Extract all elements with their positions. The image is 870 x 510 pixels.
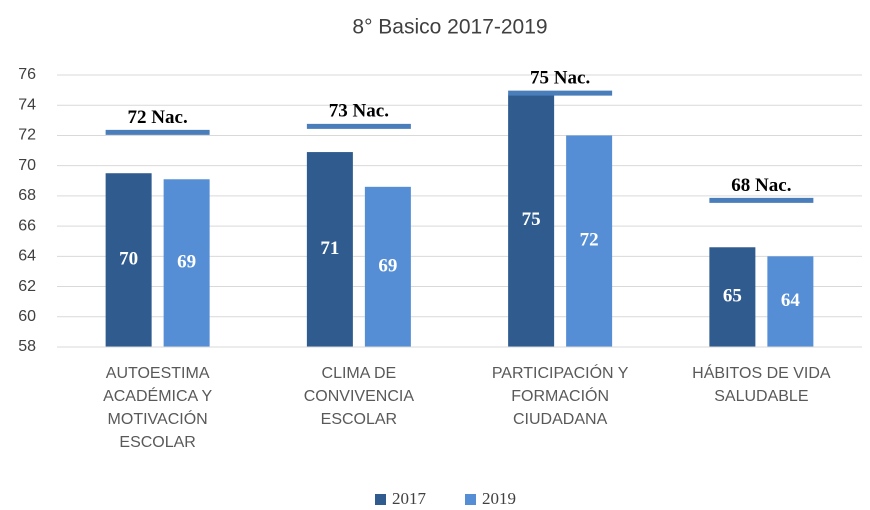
reference-label: 72 Nac. — [128, 107, 188, 128]
x-tick-label: CLIMA DE CONVIVENCIA ESCOLAR — [303, 365, 414, 428]
y-tick-label: 68 — [18, 187, 36, 204]
bar — [508, 94, 555, 348]
y-tick-label: 66 — [18, 217, 36, 234]
y-tick-label: 74 — [18, 96, 36, 113]
y-tick-label: 58 — [18, 338, 36, 355]
reference-label: 68 Nac. — [731, 175, 791, 196]
value-label: 65 — [723, 285, 742, 306]
bar — [105, 173, 152, 347]
y-tick-label: 70 — [18, 157, 36, 174]
bar — [767, 256, 814, 347]
x-tick-label: PARTICIPACIÓN Y FORMACIÓN CIUDADANA — [491, 365, 629, 428]
y-tick-label: 72 — [18, 127, 36, 144]
legend-swatch — [465, 494, 476, 505]
bar — [709, 247, 756, 347]
legend-label: 2019 — [482, 489, 516, 508]
y-tick-label: 60 — [18, 308, 36, 325]
value-label: 72 — [580, 230, 599, 251]
x-tick-label: AUTOESTIMA ACADÉMICA Y MOTIVACIÓN ESCOLA… — [103, 365, 213, 451]
bar — [566, 135, 613, 347]
x-tick-label: HÁBITOS DE VIDA SALUDABLE — [692, 365, 831, 405]
value-label: 70 — [119, 248, 138, 269]
value-label: 71 — [320, 238, 339, 259]
bar — [364, 186, 411, 347]
chart-title: 8° Basico 2017-2019 — [352, 16, 547, 39]
y-tick-label: 76 — [18, 66, 36, 83]
value-label: 64 — [781, 290, 801, 311]
bar — [163, 179, 210, 347]
reference-label: 73 Nac. — [329, 101, 389, 122]
reference-label: 75 Nac. — [530, 67, 590, 88]
bar — [306, 152, 353, 347]
legend-swatch — [375, 494, 386, 505]
value-label: 69 — [177, 251, 196, 272]
y-tick-label: 62 — [18, 278, 36, 295]
value-label: 75 — [522, 209, 541, 230]
y-tick-label: 64 — [18, 248, 36, 265]
value-label: 69 — [378, 255, 397, 276]
legend-label: 2017 — [392, 489, 427, 508]
